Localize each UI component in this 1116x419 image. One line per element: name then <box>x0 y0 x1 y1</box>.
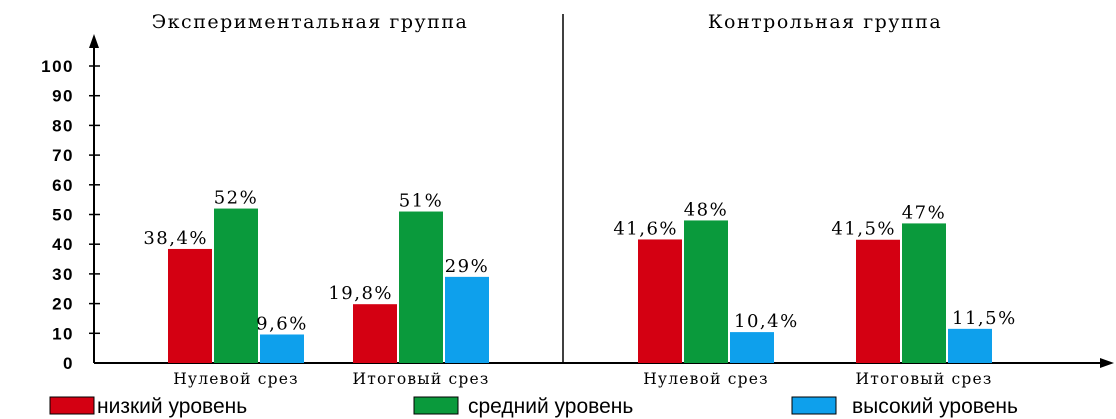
bar-value-label: 38,4% <box>143 228 208 249</box>
bar-value-label: 51% <box>399 191 444 212</box>
chart-legend: низкий уровень средний уровень высокий уро… <box>49 395 1018 418</box>
y-tick-label: 90 <box>52 87 74 106</box>
bar-low <box>168 248 212 363</box>
bar-value-label: 41,6% <box>613 218 678 239</box>
y-tick-label: 40 <box>52 235 74 254</box>
category-label: Нулевой срез <box>173 370 299 388</box>
panel-title: Экспериментальная группа <box>152 11 469 33</box>
chart-bars <box>168 208 992 363</box>
bar-value-label: 47% <box>902 202 947 223</box>
legend-swatch-high <box>791 396 837 415</box>
bar-mid <box>399 211 443 363</box>
panel-title: Контрольная группа <box>708 11 942 33</box>
bar-value-label: 9,6% <box>256 313 308 334</box>
y-tick-label: 20 <box>52 295 74 314</box>
bar-mid <box>902 223 946 363</box>
y-tick-label: 80 <box>52 116 74 135</box>
y-tick-label: 10 <box>52 324 74 343</box>
bar-high <box>445 276 489 363</box>
y-tick-label: 0 <box>63 354 74 373</box>
bar-value-label: 19,8% <box>328 283 393 304</box>
y-axis-arrow-icon <box>89 34 99 48</box>
category-label: Итоговый срез <box>352 370 489 388</box>
bar-low <box>856 239 900 363</box>
legend-swatch-low <box>49 396 95 415</box>
y-tick-label: 70 <box>52 146 74 165</box>
bar-mid <box>214 208 258 363</box>
bar-mid <box>684 220 728 363</box>
legend-swatch-mid <box>413 396 459 415</box>
bar-labels: 38,4% 52% 9,6% 19,8% 51% 29% 41,6% 48% 10,4% 41,5… <box>143 188 1017 335</box>
bar-high <box>260 334 304 363</box>
y-tick-label: 30 <box>52 265 74 284</box>
legend-label: средний уровень <box>468 395 633 418</box>
bar-high <box>948 328 992 363</box>
bar-value-label: 11,5% <box>952 308 1017 329</box>
bar-value-label: 10,4% <box>734 311 799 332</box>
x-axis-arrow-icon <box>1100 358 1114 368</box>
legend-label: высокий уровень <box>852 395 1018 418</box>
bar-low <box>353 304 397 363</box>
panel-titles: Экспериментальная группа Контрольная груп… <box>152 11 942 33</box>
bar-high <box>730 332 774 363</box>
bar-low <box>638 239 682 363</box>
bar-value-label: 48% <box>684 199 729 220</box>
legend-label: низкий уровень <box>97 395 247 418</box>
category-label: Итоговый срез <box>855 370 992 388</box>
group-labels: Нулевой срез Итоговый срез Нулевой срез Ито… <box>173 370 992 388</box>
y-tick-label: 60 <box>52 176 74 195</box>
bar-value-label: 41,5% <box>831 219 896 240</box>
bar-value-label: 52% <box>214 188 259 209</box>
bar-value-label: 29% <box>445 256 490 277</box>
category-label: Нулевой срез <box>643 370 769 388</box>
y-tick-label: 50 <box>52 206 74 225</box>
y-tick-label: 100 <box>41 57 74 76</box>
